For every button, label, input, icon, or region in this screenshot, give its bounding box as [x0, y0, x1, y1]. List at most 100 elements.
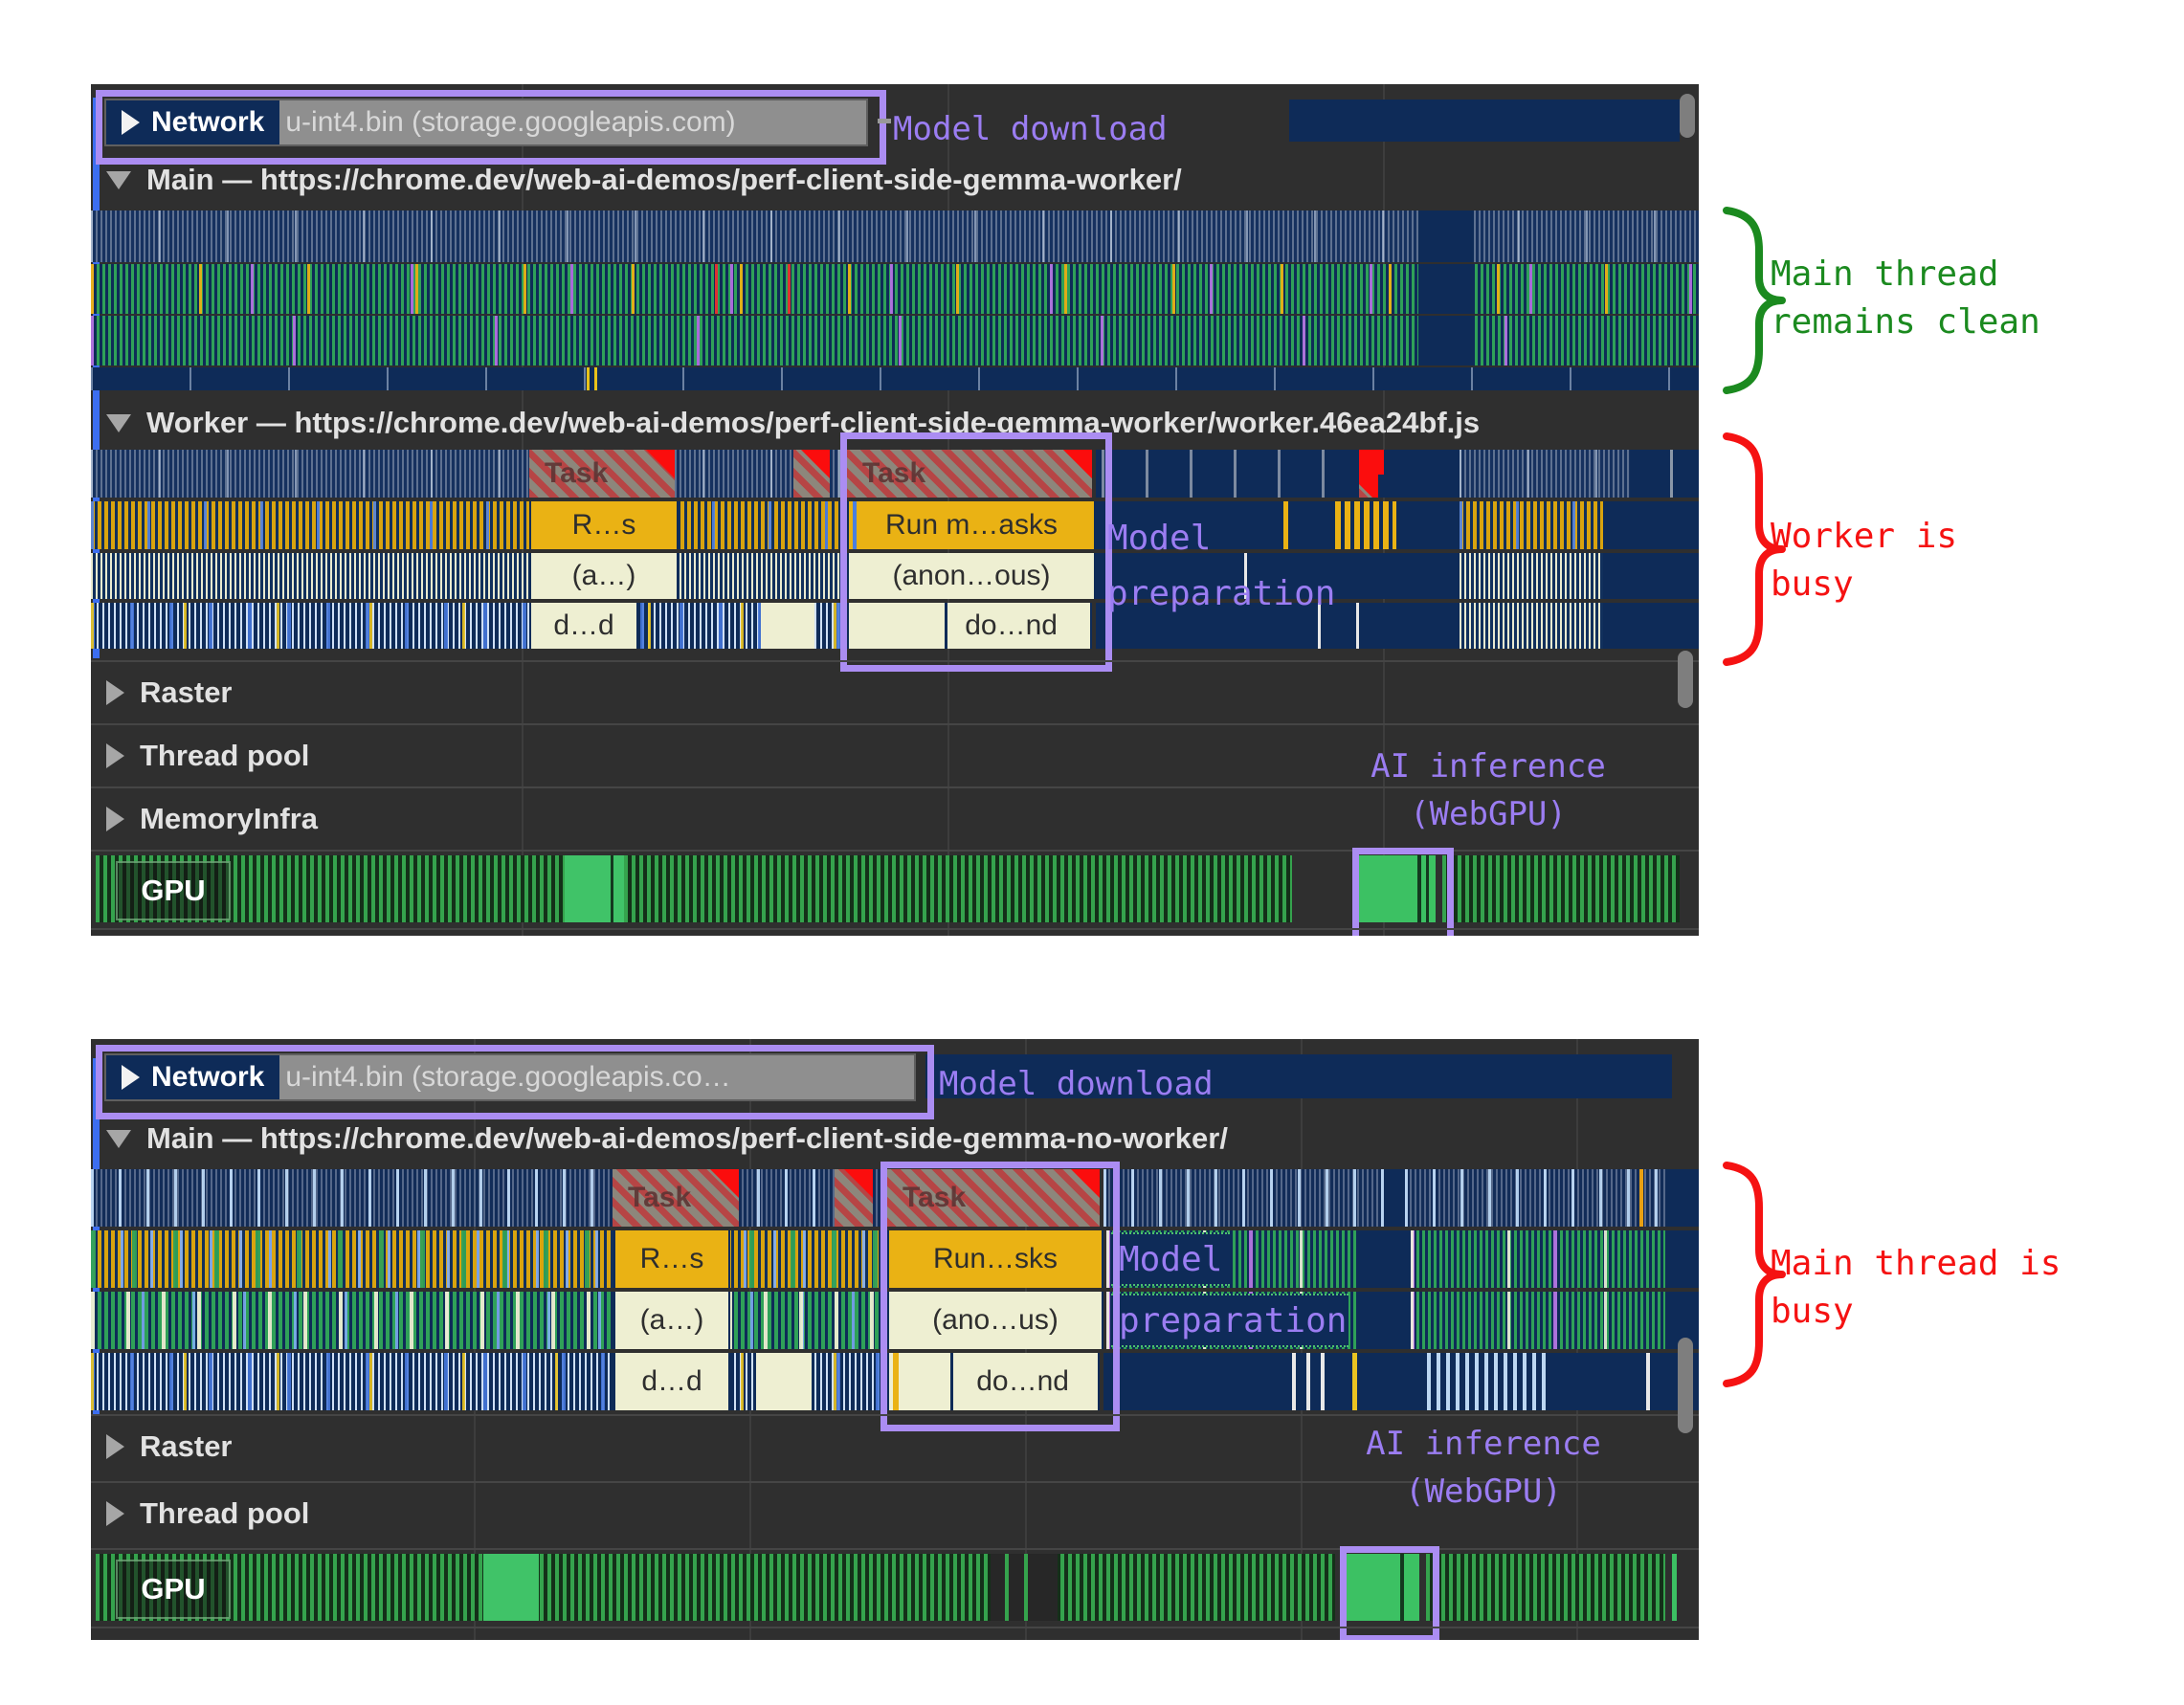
- worker-flame-row[interactable]: [1460, 501, 1603, 549]
- main-flame-row[interactable]: [91, 1292, 883, 1349]
- anonymous-block[interactable]: (a…): [613, 1292, 730, 1349]
- ai-inference-line1: AI inference: [1366, 1425, 1601, 1463]
- expand-arrow-icon[interactable]: [106, 1501, 124, 1526]
- run-task-block[interactable]: R…s: [613, 1230, 730, 1288]
- network-request-bar[interactable]: Network u-int4.bin (storage.googleapis.c…: [104, 1053, 916, 1101]
- network-track-chip[interactable]: Network: [106, 100, 280, 144]
- scrollbar-thumb[interactable]: [1678, 1338, 1693, 1433]
- thread-pool-track-header[interactable]: Thread pool: [106, 735, 309, 777]
- main-flame-row[interactable]: [1411, 1292, 1665, 1349]
- run-task-block[interactable]: R…s: [529, 501, 679, 549]
- anonymous-block[interactable]: (a…): [529, 553, 679, 599]
- ai-inference-annotation: AI inference (WebGPU): [1292, 1420, 1675, 1516]
- long-task-tick: [788, 264, 791, 314]
- worker-flame-row[interactable]: [1460, 603, 1603, 649]
- flame-gap: [1384, 1169, 1405, 1227]
- flame-gap: [1665, 1230, 1699, 1288]
- main-track-header[interactable]: Main — https://chrome.dev/web-ai-demos/p…: [106, 1118, 1228, 1160]
- raster-track-header[interactable]: Raster: [106, 672, 233, 714]
- done-block[interactable]: d…d: [613, 1353, 730, 1410]
- main-flame-row[interactable]: [91, 1169, 883, 1227]
- worker-flame-row[interactable]: [91, 553, 843, 599]
- network-track-chip[interactable]: Network: [106, 1055, 280, 1099]
- model-preparation-line1: Model: [1107, 519, 1212, 558]
- main-flame-row[interactable]: [91, 1353, 883, 1410]
- model-download-annotation: Model download: [939, 1065, 1214, 1103]
- task-block-small[interactable]: [835, 1169, 873, 1227]
- blue-tick: [853, 501, 857, 549]
- tick: [1005, 1554, 1009, 1621]
- network-annotation-outline: [96, 1045, 934, 1119]
- run-model-tasks-block[interactable]: Run…sks: [887, 1230, 1103, 1288]
- model-preparation-line2: preparation: [1119, 1300, 1348, 1340]
- gpu-inference-segment[interactable]: [1347, 1554, 1419, 1621]
- worker-flame-row[interactable]: [1460, 553, 1603, 599]
- worker-task-annotation-outline: [840, 432, 1112, 672]
- done-label: d…d: [641, 1365, 702, 1397]
- expand-arrow-icon[interactable]: [106, 807, 124, 831]
- run-model-tasks-block[interactable]: Run m…asks: [847, 501, 1096, 549]
- sparse-ticks: [1102, 450, 1350, 498]
- yellow-tick: [1352, 1353, 1357, 1410]
- gpu-activity-bar[interactable]: [96, 1554, 1335, 1621]
- track-divider: [91, 723, 1699, 725]
- task-label: Task: [628, 1182, 692, 1213]
- expand-arrow-icon[interactable]: [106, 680, 124, 705]
- raster-track-header[interactable]: Raster: [106, 1426, 233, 1468]
- main-task-annotation-outline: [880, 1162, 1120, 1431]
- yellow-tick: [594, 367, 597, 390]
- worker-flame-row[interactable]: [91, 501, 843, 549]
- network-request-bar-secondary[interactable]: [925, 1054, 1672, 1098]
- block-divider: [950, 1353, 953, 1410]
- gpu-inference-segment[interactable]: [1359, 855, 1436, 922]
- task-block[interactable]: Task: [847, 450, 1092, 498]
- network-request-bar[interactable]: Network u-int4.bin (storage.googleapis.c…: [104, 99, 868, 146]
- done-block[interactable]: do…nd: [847, 603, 1092, 649]
- gpu-track-title: GPU: [141, 874, 206, 907]
- collapse-arrow-icon[interactable]: [106, 1129, 131, 1148]
- network-request-url: u-int4.bin (storage.googleapis.com): [285, 106, 736, 138]
- task-block[interactable]: Task: [613, 1169, 739, 1227]
- gpu-activity-bar[interactable]: [96, 855, 1292, 922]
- expand-arrow-icon[interactable]: [122, 110, 140, 135]
- main-flame-row[interactable]: [91, 1230, 883, 1288]
- expand-arrow-icon[interactable]: [106, 1434, 124, 1459]
- done-block[interactable]: d…d: [529, 603, 638, 649]
- task-block-small[interactable]: [793, 450, 830, 498]
- gpu-activity-bar[interactable]: [1426, 1554, 1665, 1621]
- main-flame-row[interactable]: [1405, 1169, 1665, 1227]
- done-block[interactable]: do…nd: [887, 1353, 1100, 1410]
- tick: [1292, 1353, 1296, 1410]
- anonymous-block[interactable]: (anon…ous): [847, 553, 1096, 599]
- collapse-arrow-icon[interactable]: [106, 413, 131, 432]
- main-flame-row-idle[interactable]: [1103, 1353, 1699, 1410]
- flame-gap: [1665, 1169, 1699, 1227]
- worker-flame-row[interactable]: [1460, 450, 1630, 498]
- worker-flame-row[interactable]: [91, 450, 843, 498]
- memory-infra-track-header[interactable]: MemoryInfra: [106, 798, 318, 840]
- anonymous-block[interactable]: (ano…us): [887, 1292, 1103, 1349]
- worker-flame-row[interactable]: [91, 603, 843, 649]
- collapse-arrow-icon[interactable]: [106, 170, 131, 189]
- scrollbar-thumb[interactable]: [1678, 651, 1693, 708]
- long-task-tick: [715, 264, 718, 314]
- main-flame-row[interactable]: [1103, 1169, 1384, 1227]
- tick: [1400, 1554, 1404, 1621]
- thread-pool-track-header[interactable]: Thread pool: [106, 1493, 309, 1535]
- main-flame-row[interactable]: [91, 367, 1699, 390]
- expand-arrow-icon[interactable]: [106, 743, 124, 768]
- scrollbar-thumb[interactable]: [1680, 94, 1695, 138]
- main-flame-row[interactable]: [1411, 1230, 1665, 1288]
- expand-arrow-icon[interactable]: [122, 1065, 140, 1090]
- flame-segment: [761, 603, 814, 649]
- flame-segment: [756, 1353, 812, 1410]
- task-block[interactable]: Task: [529, 450, 675, 498]
- model-preparation-line1: Model: [1119, 1239, 1223, 1279]
- main-track-header[interactable]: Main — https://chrome.dev/web-ai-demos/p…: [106, 159, 1182, 201]
- task-label: Task: [545, 457, 609, 489]
- worker-track-header[interactable]: Worker — https://chrome.dev/web-ai-demos…: [106, 402, 1480, 444]
- gpu-activity-bar[interactable]: [1442, 855, 1680, 922]
- task-block[interactable]: Task: [887, 1169, 1100, 1227]
- network-request-bar-secondary[interactable]: [1289, 100, 1680, 142]
- yellow-tick: [1639, 1169, 1643, 1227]
